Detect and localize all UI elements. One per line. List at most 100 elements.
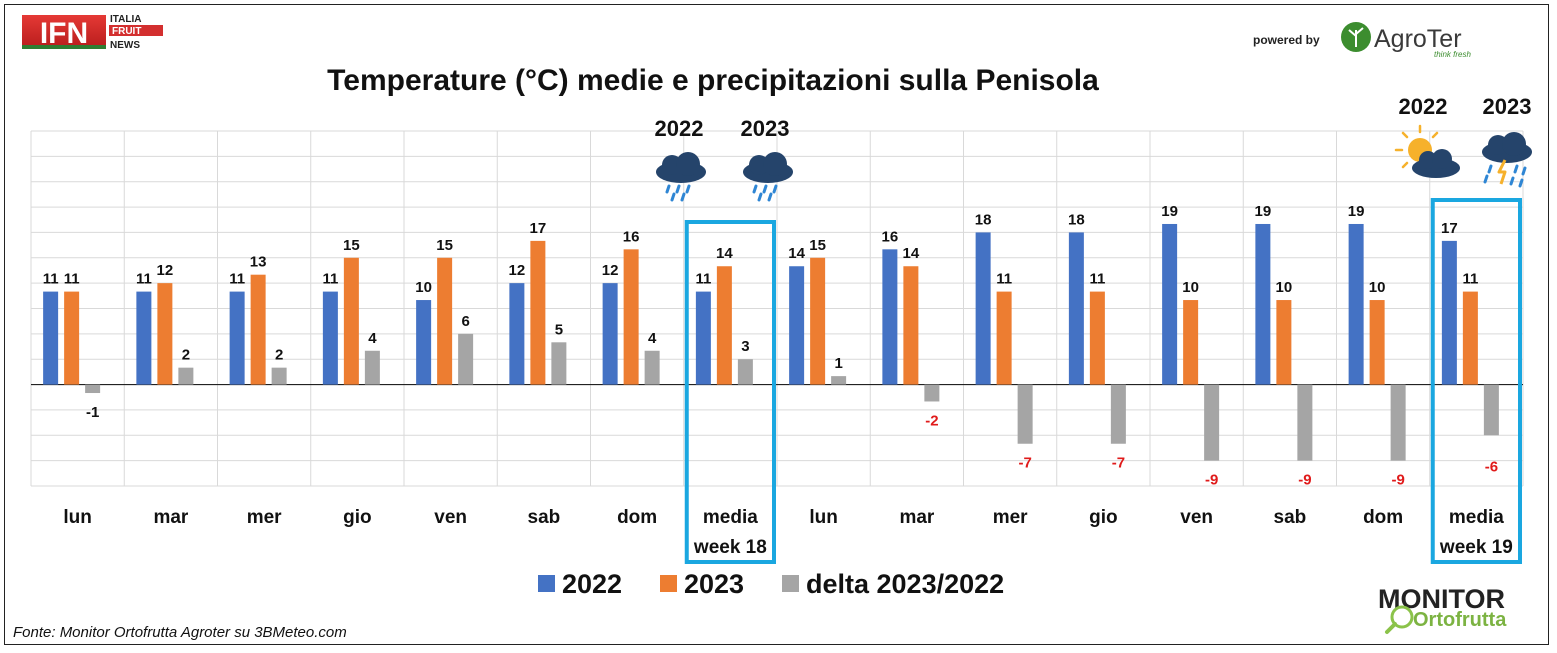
- data-label-2022-7: 11: [695, 271, 711, 288]
- bar-2023-0: [64, 291, 80, 385]
- ifn-logo-stripe: [22, 45, 106, 49]
- data-label-2022-11: 18: [1068, 211, 1085, 228]
- bar-2022-0: [43, 291, 59, 385]
- data-label-2022-12: 19: [1161, 203, 1178, 220]
- rain-cloud-icon: [743, 152, 793, 202]
- legend-swatch-delta: [782, 575, 799, 592]
- bar-delta-9: [924, 384, 940, 402]
- bar-2022-7: [695, 291, 711, 385]
- bar-delta-5: [551, 342, 567, 385]
- bar-delta-3: [364, 350, 380, 385]
- data-label-2022-9: 16: [882, 228, 899, 245]
- bar-2022-11: [1068, 232, 1084, 385]
- highlight-box-week-18: [684, 220, 776, 564]
- weather-week-19-year-2023: 2023: [1483, 94, 1532, 119]
- bar-delta-4: [458, 333, 474, 385]
- category-label-15: media week 19: [1439, 507, 1513, 558]
- legend-swatch-2022: [538, 575, 555, 592]
- data-label-2022-4: 10: [415, 279, 432, 296]
- highlight-box-week-19: [1430, 198, 1522, 564]
- sun-cloud-icon: [1394, 124, 1460, 178]
- bar-2022-13: [1255, 223, 1271, 385]
- data-label-2023-0: 11: [64, 271, 80, 288]
- bar-delta-14: [1390, 384, 1406, 461]
- bar-2022-12: [1162, 223, 1178, 385]
- bar-2023-3: [343, 257, 359, 385]
- category-label-14: dom: [1363, 507, 1403, 528]
- source-note: Fonte: Monitor Ortofrutta Agroter su 3BM…: [13, 624, 347, 641]
- ifn-logo-main: IFN: [40, 17, 88, 50]
- ifn-logo-line-3: NEWS: [110, 40, 140, 51]
- data-label-2023-4: 15: [436, 237, 453, 254]
- data-label-delta-14: -9: [1391, 472, 1404, 489]
- bar-delta-12: [1204, 384, 1220, 461]
- bar-delta-7: [737, 359, 753, 385]
- monitor-logo-line-1: MONITOR: [1378, 584, 1505, 614]
- category-label-10: mer: [993, 507, 1028, 528]
- data-label-2022-0: 11: [43, 271, 59, 288]
- data-label-delta-4: 6: [461, 313, 469, 330]
- data-label-2023-14: 10: [1369, 279, 1386, 296]
- data-label-delta-8: 1: [834, 355, 842, 372]
- data-label-2022-15: 17: [1441, 220, 1458, 237]
- chart-title: Temperature (°C) medie e precipitazioni …: [327, 64, 1099, 97]
- bar-2022-6: [602, 283, 618, 385]
- agroter-name: AgroTer: [1374, 25, 1462, 53]
- bar-delta-1: [178, 367, 194, 385]
- bar-2023-13: [1276, 300, 1292, 385]
- bar-2023-10: [996, 291, 1012, 385]
- category-label-9: mar: [899, 507, 934, 528]
- legend: 2022 2023 delta 2023/2022: [538, 569, 1004, 599]
- category-label-8: lun: [809, 507, 838, 528]
- data-label-2022-10: 18: [975, 211, 992, 228]
- data-label-2023-1: 12: [157, 262, 174, 279]
- category-label-0: lun: [63, 507, 92, 528]
- category-label-1: mar: [153, 507, 188, 528]
- category-label-3: gio: [343, 507, 372, 528]
- category-label-4: ven: [434, 507, 467, 528]
- bar-2022-5: [509, 283, 525, 385]
- ifn-logo-line-1: ITALIA: [110, 14, 141, 25]
- category-label-7: media week 18: [693, 507, 767, 558]
- bar-2023-5: [530, 240, 546, 385]
- bar-2023-9: [903, 266, 919, 385]
- data-label-2023-7: 14: [716, 245, 733, 262]
- bar-2023-2: [250, 274, 266, 385]
- bar-2023-4: [437, 257, 453, 385]
- legend-label-2023: 2023: [684, 569, 744, 599]
- weather-week-18-year-2023: 2023: [741, 116, 790, 141]
- bar-2022-9: [882, 249, 898, 385]
- bar-delta-0: [85, 384, 101, 394]
- data-label-2023-6: 16: [623, 228, 640, 245]
- data-label-delta-13: -9: [1298, 472, 1311, 489]
- category-label-2: mer: [247, 507, 282, 528]
- bar-2023-11: [1089, 291, 1105, 385]
- data-label-2023-3: 15: [343, 237, 360, 254]
- legend-label-2022: 2022: [562, 569, 622, 599]
- bar-2022-15: [1441, 240, 1457, 385]
- data-label-2023-9: 14: [903, 245, 920, 262]
- data-label-2022-3: 11: [322, 271, 338, 288]
- data-label-delta-15: -6: [1485, 458, 1498, 475]
- weather-week-18: 2022 2023: [655, 116, 793, 202]
- monitor-logo-line-2: Ortofrutta: [1413, 609, 1507, 631]
- data-label-delta-0: -1: [86, 404, 99, 421]
- data-label-2022-8: 14: [788, 245, 805, 262]
- weather-week-18-year-2022: 2022: [655, 116, 704, 141]
- data-label-2023-13: 10: [1276, 279, 1293, 296]
- data-label-2023-12: 10: [1182, 279, 1199, 296]
- bar-2022-2: [229, 291, 245, 385]
- ifn-logo-fruit-band: [109, 25, 163, 36]
- data-label-delta-3: 4: [368, 330, 377, 347]
- legend-swatch-2023: [660, 575, 677, 592]
- magnifier-icon: [1390, 605, 1414, 629]
- data-label-2023-11: 11: [1089, 271, 1105, 288]
- bar-delta-11: [1110, 384, 1126, 444]
- data-label-delta-12: -9: [1205, 472, 1218, 489]
- bar-2023-15: [1462, 291, 1478, 385]
- bar-delta-2: [271, 367, 287, 385]
- bar-2023-7: [716, 266, 732, 385]
- bar-delta-10: [1017, 384, 1033, 444]
- category-label-5: sab: [528, 507, 561, 528]
